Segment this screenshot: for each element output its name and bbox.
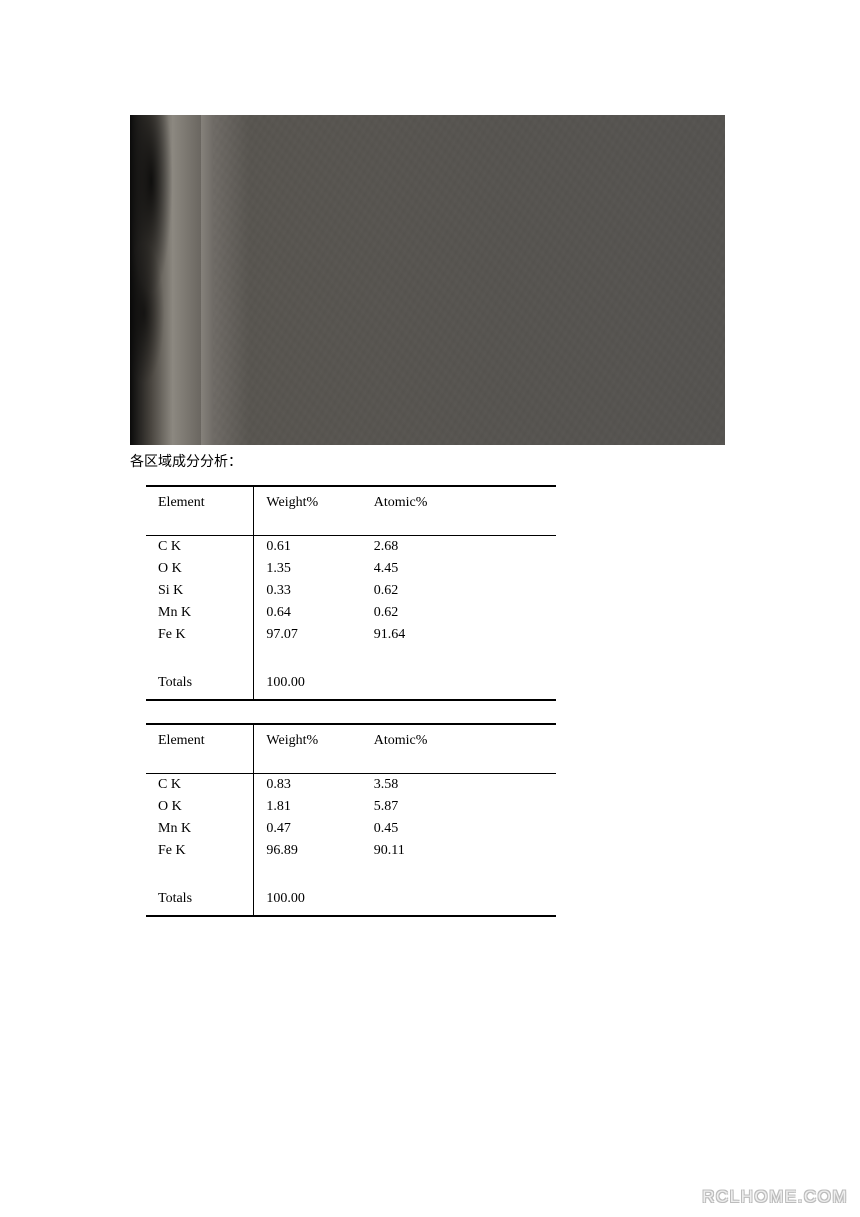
cell-element: C K xyxy=(146,536,254,559)
cell-element: O K xyxy=(146,558,254,580)
table-totals-row: Totals 100.00 xyxy=(146,667,556,700)
header-weight: Weight% xyxy=(254,724,362,774)
table-header-row: Element Weight% Atomic% xyxy=(146,486,556,536)
header-weight: Weight% xyxy=(254,486,362,536)
cell-atomic: 3.58 xyxy=(362,774,556,797)
table-totals-row: Totals 100.00 xyxy=(146,883,556,916)
cell-element: Si K xyxy=(146,580,254,602)
cell-weight: 97.07 xyxy=(254,624,362,646)
watermark-text: RCLHOME.COM xyxy=(702,1187,848,1207)
table-row: Fe K 97.07 91.64 xyxy=(146,624,556,646)
table-row: O K 1.81 5.87 xyxy=(146,796,556,818)
table-row: Fe K 96.89 90.11 xyxy=(146,840,556,862)
cell-atomic: 2.68 xyxy=(362,536,556,559)
cell-weight: 0.61 xyxy=(254,536,362,559)
caption-text: 各区域成分分析： xyxy=(130,451,745,471)
totals-weight: 100.00 xyxy=(254,667,362,700)
cell-element: Mn K xyxy=(146,818,254,840)
totals-label: Totals xyxy=(146,883,254,916)
document-page: 各区域成分分析： Element Weight% Atomic% C K 0.6… xyxy=(0,0,860,917)
table-row: O K 1.35 4.45 xyxy=(146,558,556,580)
totals-label: Totals xyxy=(146,667,254,700)
table-spacer-row xyxy=(146,646,556,667)
cell-element: O K xyxy=(146,796,254,818)
cell-atomic: 0.62 xyxy=(362,580,556,602)
cell-element: Fe K xyxy=(146,624,254,646)
cell-atomic: 0.45 xyxy=(362,818,556,840)
header-atomic: Atomic% xyxy=(362,724,556,774)
table-header-row: Element Weight% Atomic% xyxy=(146,724,556,774)
cell-weight: 1.35 xyxy=(254,558,362,580)
cell-atomic: 91.64 xyxy=(362,624,556,646)
header-element: Element xyxy=(146,486,254,536)
cell-weight: 0.83 xyxy=(254,774,362,797)
cell-atomic: 0.62 xyxy=(362,602,556,624)
sem-micrograph-image xyxy=(130,115,725,445)
totals-weight: 100.00 xyxy=(254,883,362,916)
eds-table-2: Element Weight% Atomic% C K 0.83 3.58 O … xyxy=(146,723,556,917)
cell-atomic: 4.45 xyxy=(362,558,556,580)
table-row: Mn K 0.47 0.45 xyxy=(146,818,556,840)
table-row: C K 0.83 3.58 xyxy=(146,774,556,797)
header-element: Element xyxy=(146,724,254,774)
cell-weight: 0.64 xyxy=(254,602,362,624)
table-row: Si K 0.33 0.62 xyxy=(146,580,556,602)
table-spacer-row xyxy=(146,862,556,883)
cell-element: Fe K xyxy=(146,840,254,862)
cell-atomic: 5.87 xyxy=(362,796,556,818)
cell-weight: 1.81 xyxy=(254,796,362,818)
cell-element: C K xyxy=(146,774,254,797)
cell-atomic: 90.11 xyxy=(362,840,556,862)
cell-element: Mn K xyxy=(146,602,254,624)
cell-weight: 96.89 xyxy=(254,840,362,862)
cell-weight: 0.47 xyxy=(254,818,362,840)
eds-table-1: Element Weight% Atomic% C K 0.61 2.68 O … xyxy=(146,485,556,701)
header-atomic: Atomic% xyxy=(362,486,556,536)
table-row: C K 0.61 2.68 xyxy=(146,536,556,559)
table-row: Mn K 0.64 0.62 xyxy=(146,602,556,624)
cell-weight: 0.33 xyxy=(254,580,362,602)
